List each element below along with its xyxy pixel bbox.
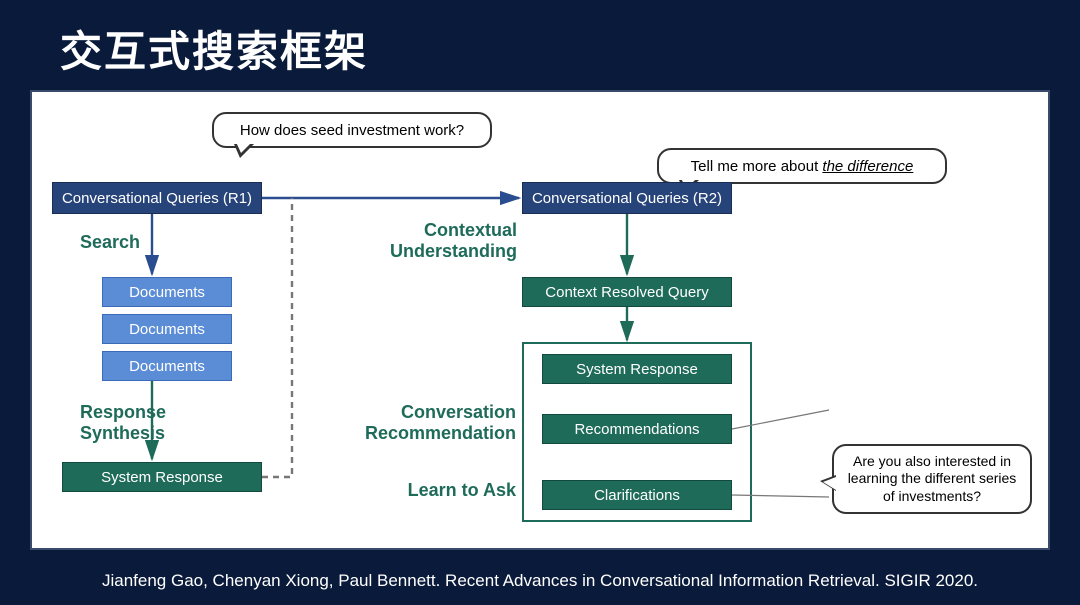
bubble-tail-icon <box>820 475 836 491</box>
node-clar: Clarifications <box>542 480 732 510</box>
node-recs: Recommendations <box>542 414 732 444</box>
citation-text: Jianfeng Gao, Chenyan Xiong, Paul Bennet… <box>0 571 1080 591</box>
node-crq: Context Resolved Query <box>522 277 732 307</box>
label-respsyn-l1: Response <box>80 402 166 423</box>
node-r2: Conversational Queries (R2) <box>522 182 732 214</box>
node-doc1: Documents <box>102 277 232 307</box>
bubble-q1-text: How does seed investment work? <box>240 122 464 139</box>
bubble-rec: Are you also interested in learning the … <box>832 444 1032 514</box>
label-respsyn: Response Synthesis <box>80 402 166 444</box>
label-convrec: Conversation Recommendation <box>344 402 516 444</box>
label-contextual-l1: Contextual <box>372 220 517 241</box>
label-search: Search <box>80 232 140 253</box>
node-sysresp1: System Response <box>62 462 262 492</box>
bubble-q2-em: the difference <box>822 158 913 175</box>
diagram-panel: How does seed investment work? Tell me m… <box>30 90 1050 550</box>
slide-title: 交互式搜索框架 <box>60 18 368 79</box>
bubble-q1: How does seed investment work? <box>212 112 492 148</box>
label-contextual: Contextual Understanding <box>372 220 517 262</box>
label-respsyn-l2: Synthesis <box>80 423 166 444</box>
label-convrec-l1: Conversation <box>344 402 516 423</box>
bubble-tail-icon <box>234 144 254 158</box>
node-doc2: Documents <box>102 314 232 344</box>
label-contextual-l2: Understanding <box>372 241 517 262</box>
node-doc3: Documents <box>102 351 232 381</box>
label-learnask: Learn to Ask <box>392 480 516 501</box>
bubble-q2-text: Tell me more about the difference <box>691 158 914 175</box>
bubble-q2: Tell me more about the difference <box>657 148 947 184</box>
node-r1: Conversational Queries (R1) <box>52 182 262 214</box>
label-convrec-l2: Recommendation <box>344 423 516 444</box>
bubble-rec-text: Are you also interested in learning the … <box>846 453 1018 506</box>
bubble-q2-pre: Tell me more about <box>691 158 823 175</box>
node-sysresp2: System Response <box>542 354 732 384</box>
